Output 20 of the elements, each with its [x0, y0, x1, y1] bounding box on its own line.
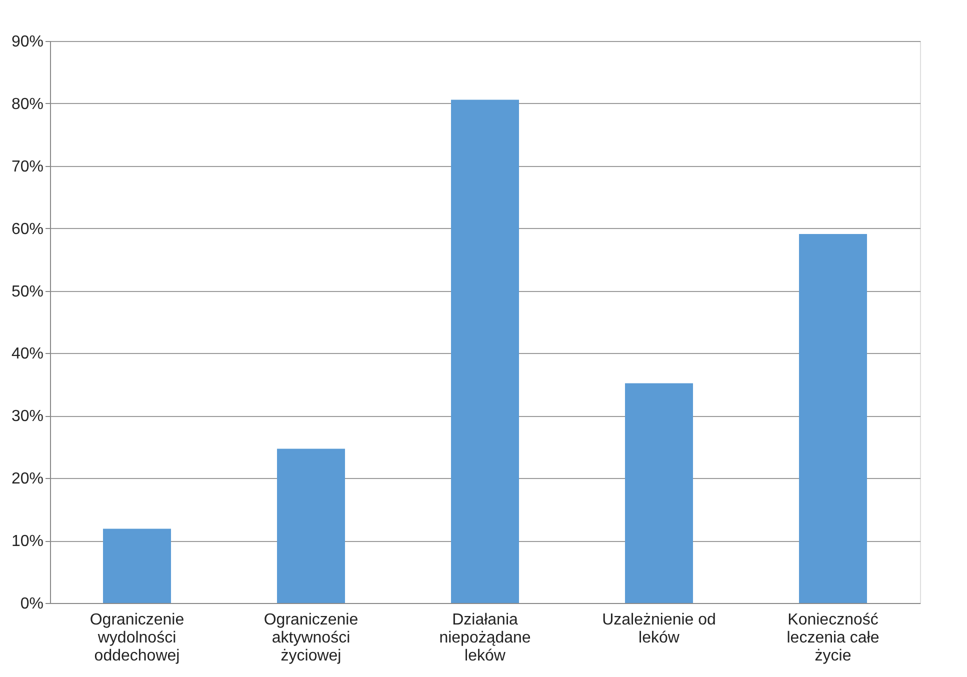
- x-tick-label: Ograniczenie aktywności życiowej: [264, 612, 358, 664]
- y-tick-label: 90%: [11, 34, 44, 50]
- y-tick-label: 10%: [11, 533, 44, 550]
- x-tick-label: Działania niepożądane leków: [439, 612, 531, 664]
- bar: [625, 383, 693, 603]
- bar: [451, 100, 519, 603]
- y-tick-label: 50%: [11, 283, 44, 300]
- x-tick-label: Konieczność leczenia całe życie: [786, 612, 880, 664]
- y-tick-label: 70%: [11, 158, 44, 176]
- y-tick-label: 80%: [11, 96, 44, 113]
- y-tick-label: 30%: [11, 408, 44, 426]
- y-tick-label: 40%: [11, 346, 44, 363]
- y-tick-label: 20%: [11, 470, 44, 488]
- bar: [277, 448, 345, 603]
- x-tick-label: Ograniczenie wydolności oddechowej: [90, 612, 184, 664]
- y-tick-label: 60%: [11, 220, 44, 238]
- bar: [103, 528, 171, 603]
- y-tick-label: 0%: [20, 596, 44, 612]
- bar: [799, 234, 867, 603]
- x-tick-label: Uzależnienie od leków: [602, 612, 716, 646]
